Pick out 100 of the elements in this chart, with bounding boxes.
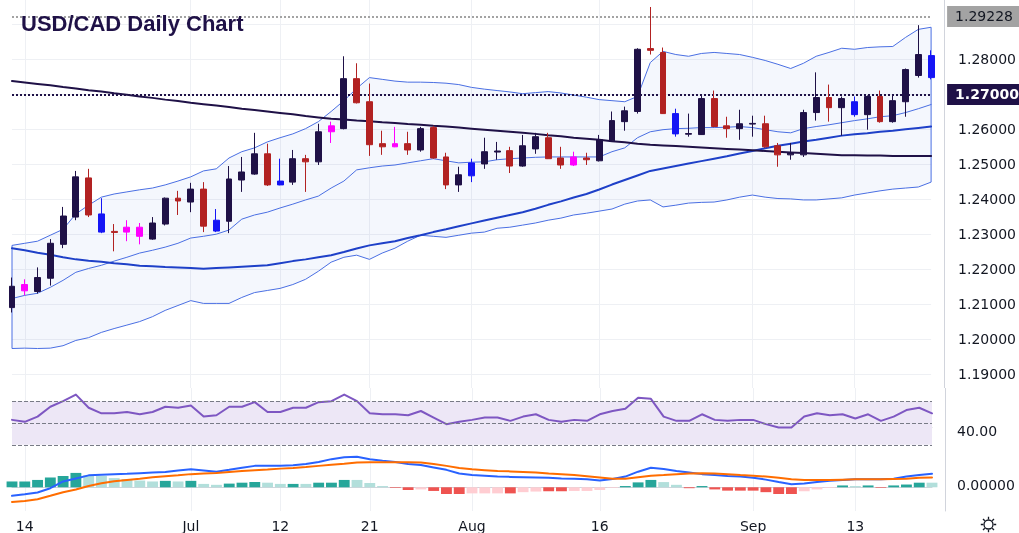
candlestick — [34, 266, 41, 295]
candlestick — [162, 197, 169, 226]
bar — [19, 481, 31, 488]
candlestick — [392, 126, 398, 148]
bar — [453, 487, 465, 494]
bar — [556, 487, 567, 492]
bar — [479, 487, 491, 494]
candlestick — [149, 216, 156, 241]
x-tick-label: 12 — [271, 518, 290, 533]
candlestick — [685, 113, 692, 138]
bar — [492, 487, 503, 494]
y-tick-label: 1.26000 — [958, 121, 1017, 138]
bar — [466, 487, 478, 494]
candlestick — [736, 109, 743, 141]
candlestick — [609, 111, 615, 143]
candlestick — [443, 152, 449, 190]
bar — [249, 482, 261, 488]
candlestick — [621, 106, 628, 132]
bar — [594, 487, 606, 491]
y-tick-label: 1.22000 — [958, 261, 1017, 278]
x-tick-label: Aug — [458, 518, 486, 533]
candlestick — [494, 141, 501, 161]
bar — [159, 480, 171, 488]
candlestick — [277, 158, 284, 186]
candlestick — [9, 277, 15, 313]
candlestick — [570, 151, 577, 167]
candlestick — [774, 142, 781, 168]
y-tick-label: 1.19000 — [958, 366, 1017, 383]
bar — [172, 481, 184, 488]
candlestick — [545, 132, 552, 160]
candlestick — [251, 132, 258, 176]
candlestick — [111, 223, 118, 252]
bar — [658, 482, 670, 488]
candlestick — [47, 238, 54, 287]
candlestick — [200, 181, 207, 233]
candlestick — [21, 278, 28, 296]
bar — [147, 481, 158, 488]
candlestick — [468, 158, 475, 183]
candlestick — [915, 24, 922, 79]
bar — [415, 487, 427, 490]
candlestick — [660, 47, 666, 115]
candlestick — [851, 95, 858, 118]
bar — [338, 479, 350, 488]
candlestick — [455, 166, 462, 193]
x-tick-label: 14 — [15, 518, 34, 533]
bar — [32, 479, 43, 488]
candlestick — [238, 156, 245, 193]
text: USD/CAD Daily Chart — [21, 10, 245, 36]
candlestick — [85, 168, 92, 218]
x-tick-label: Sep — [739, 518, 767, 533]
candlestick — [583, 152, 590, 166]
candlestick — [379, 130, 386, 156]
candlestick — [481, 137, 488, 170]
y-tick-label: 1.21000 — [958, 296, 1017, 313]
candlestick — [647, 6, 654, 56]
candlestick — [506, 146, 513, 174]
candlestick — [175, 190, 181, 216]
bar — [504, 487, 516, 494]
candlestick — [136, 222, 143, 245]
ref-line-label: 1.29228 — [955, 8, 1014, 25]
x-tick-label: 21 — [360, 518, 379, 533]
ref-line-label: 1.27000 — [955, 86, 1019, 103]
x-tick-label: 13 — [846, 518, 865, 533]
candlestick — [289, 149, 296, 186]
bar — [798, 487, 810, 492]
candlestick — [226, 165, 232, 234]
bar — [364, 482, 376, 488]
candlestick — [328, 121, 335, 144]
candlestick — [417, 126, 424, 153]
bar — [568, 487, 580, 491]
candlestick — [60, 206, 67, 249]
candlestick — [749, 115, 756, 138]
bar — [581, 487, 593, 491]
bar — [786, 487, 797, 494]
y-tick-label: 1.20000 — [958, 331, 1017, 348]
candlestick — [98, 197, 105, 234]
line-series — [11, 125, 933, 270]
text: 0.00000 — [957, 477, 1015, 493]
candlestick — [723, 116, 730, 139]
candlestick — [353, 62, 360, 104]
text: 40.00 — [957, 423, 998, 439]
x-tick-label: Jul — [181, 518, 200, 533]
bar — [441, 487, 452, 494]
bar — [773, 487, 785, 494]
candlestick — [187, 182, 194, 213]
candlestick — [72, 170, 79, 221]
bar — [709, 487, 721, 490]
y-tick-label: 1.24000 — [958, 191, 1017, 208]
candlestick — [315, 123, 322, 166]
candlestick — [366, 83, 373, 157]
x-tick-label: 16 — [590, 518, 609, 533]
y-tick-label: 1.25000 — [958, 156, 1017, 173]
candlestick — [302, 154, 309, 193]
candlestick — [826, 84, 832, 123]
candlestick — [762, 115, 769, 149]
candlestick — [672, 108, 679, 138]
bar — [428, 487, 440, 491]
candlestick — [123, 219, 130, 242]
candlestick — [877, 90, 883, 124]
y-tick-label: 1.23000 — [958, 226, 1017, 243]
